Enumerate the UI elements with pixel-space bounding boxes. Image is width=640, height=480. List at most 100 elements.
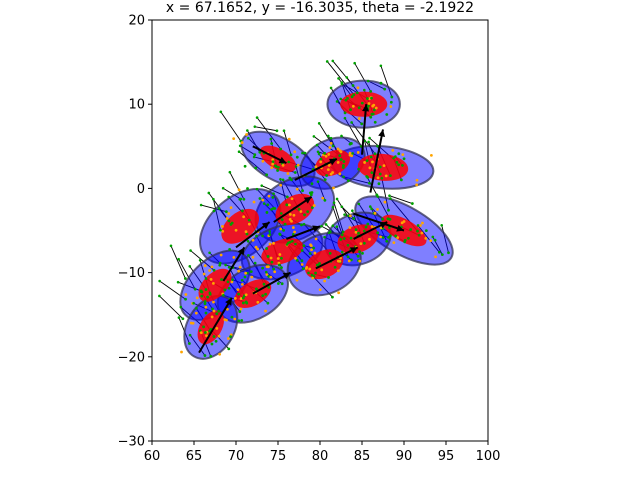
- particle: [233, 296, 237, 300]
- particle: [227, 286, 231, 290]
- particle: [227, 219, 231, 223]
- particle: [273, 164, 277, 168]
- particle: [239, 297, 243, 300]
- particle: [250, 275, 254, 279]
- particle: [415, 178, 419, 182]
- particle-tail: [367, 140, 370, 144]
- particle-tail: [291, 239, 294, 243]
- particle-tail: [287, 160, 290, 164]
- heading-arrow: [252, 145, 287, 165]
- particle: [323, 151, 326, 155]
- particle-tail: [320, 224, 323, 228]
- particle: [234, 228, 238, 232]
- particle: [356, 151, 360, 154]
- particle: [277, 263, 281, 267]
- particle: [312, 204, 316, 207]
- particle-tail: [222, 293, 225, 297]
- particle: [367, 102, 371, 105]
- heading-arrow: [361, 104, 370, 155]
- particle: [415, 183, 419, 187]
- heading-arrows: [198, 104, 405, 354]
- particle: [266, 255, 270, 258]
- particle: [337, 291, 341, 295]
- plot-area: [158, 59, 454, 360]
- particle: [447, 251, 450, 255]
- particle: [320, 268, 324, 272]
- particle-tail: [368, 136, 371, 140]
- particle: [232, 255, 236, 259]
- particle: [360, 101, 364, 105]
- particle-tail: [195, 307, 198, 310]
- particle-tail: [370, 207, 373, 211]
- particle: [369, 89, 373, 93]
- particle: [421, 221, 424, 225]
- x-tick-label: 80: [312, 449, 329, 464]
- particle: [357, 167, 361, 171]
- particle: [266, 203, 270, 207]
- particle: [291, 226, 295, 229]
- particle: [336, 259, 340, 263]
- particle: [256, 247, 259, 251]
- particle: [300, 259, 304, 263]
- particle-tail: [342, 175, 345, 179]
- particle: [387, 208, 390, 212]
- particle: [253, 153, 257, 157]
- particle: [310, 182, 314, 186]
- particle: [381, 217, 384, 221]
- particle: [265, 173, 269, 177]
- particle: [329, 172, 333, 176]
- particle: [342, 164, 345, 167]
- particle-tail: [323, 235, 326, 239]
- particle: [215, 312, 219, 316]
- particle: [379, 226, 383, 230]
- particle: [247, 222, 251, 226]
- particle: [227, 347, 231, 351]
- particle: [204, 311, 208, 315]
- motion-line: [220, 111, 242, 142]
- particle: [218, 352, 222, 356]
- particle: [206, 295, 210, 299]
- particle: [373, 211, 377, 215]
- particle: [194, 311, 198, 315]
- particle-tail: [365, 175, 368, 178]
- particle: [261, 294, 265, 298]
- particle: [271, 162, 275, 166]
- particle: [304, 266, 308, 270]
- particle-tail: [350, 121, 353, 124]
- particle: [388, 234, 392, 238]
- particle: [409, 228, 413, 231]
- particle: [211, 307, 214, 311]
- particle-tail: [343, 116, 347, 120]
- particle-tail: [253, 125, 257, 129]
- particle: [273, 270, 277, 274]
- particle: [385, 113, 389, 116]
- particle-tail: [316, 180, 320, 183]
- particle: [437, 250, 441, 254]
- particle: [302, 244, 306, 248]
- particle: [314, 165, 318, 169]
- particle: [370, 225, 374, 228]
- particle: [239, 307, 243, 311]
- particle-tail: [357, 202, 361, 206]
- particle: [440, 253, 444, 257]
- particle: [310, 191, 314, 194]
- particle: [188, 342, 191, 345]
- particle: [371, 104, 375, 108]
- x-tick-label: 60: [144, 449, 161, 464]
- particle: [416, 229, 419, 233]
- particle-tail: [440, 223, 444, 227]
- particle: [420, 231, 424, 235]
- particle: [247, 218, 251, 222]
- particle-tail: [362, 88, 366, 92]
- particle: [352, 217, 356, 220]
- particle: [370, 96, 373, 100]
- particle: [229, 206, 233, 210]
- heading-arrow: [198, 297, 233, 354]
- particle: [180, 350, 183, 354]
- particle-tail: [176, 280, 180, 284]
- inner-ellipse: [340, 91, 388, 117]
- particle: [279, 183, 283, 187]
- particle: [434, 255, 437, 259]
- particle: [237, 188, 241, 192]
- particle: [369, 115, 373, 119]
